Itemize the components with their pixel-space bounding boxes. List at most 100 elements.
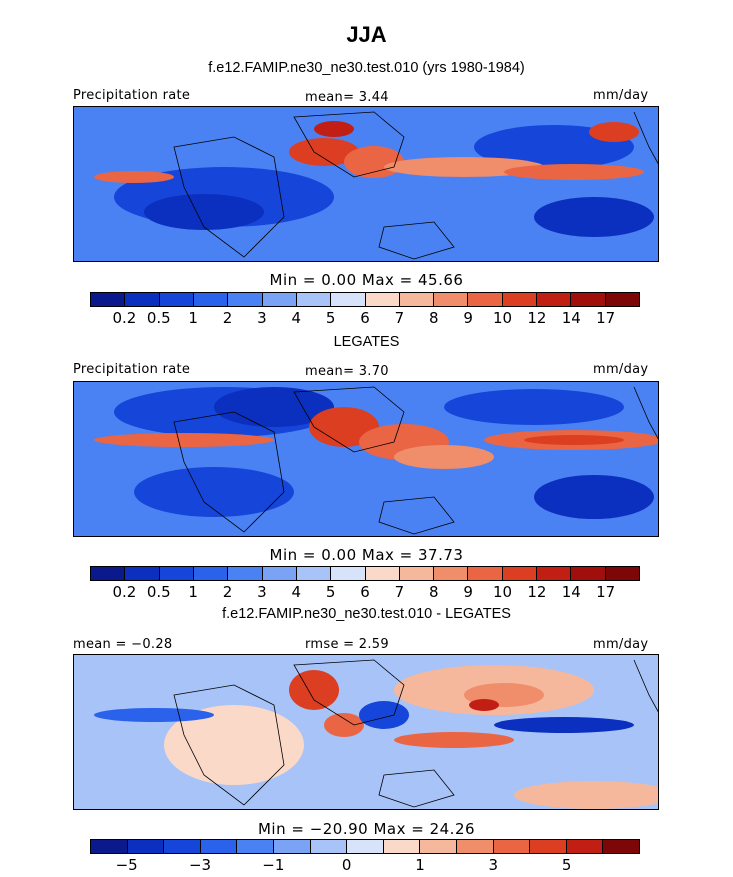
panel-2-map [73,381,659,537]
colorbar-swatch [228,567,263,580]
colorbar-swatch [493,840,531,853]
panel-2-dry-region [534,475,654,519]
colorbar-tick-label: 17 [596,309,616,327]
colorbar-tick-label: 0.2 [112,583,137,601]
panel-1-heading: f.e12.FAMIP.ne30_ne30.test.010 (yrs 1980… [208,60,525,76]
colorbar-swatch [605,293,639,306]
panel-3-colorbar [90,839,640,854]
panel-1-variable-label: Precipitation rate [73,88,191,103]
panel-3-units-label: mm/day [593,637,649,652]
colorbar-tick-label: 10 [492,309,513,327]
colorbar-tick-label: 5 [325,309,336,327]
colorbar-tick-label: 9 [463,583,473,601]
colorbar-swatch [127,840,165,853]
colorbar-swatch [571,567,606,580]
panel-1-minmax: Min = 0.00 Max = 45.66 [269,271,464,289]
panel-3-negative-region [494,717,634,733]
colorbar-swatch [200,840,238,853]
colorbar-tick-label: 14 [561,309,581,327]
colorbar-tick-label: 5 [325,583,336,601]
colorbar-swatch [310,840,348,853]
panel-2-mean-label: mean= 3.70 [305,364,389,379]
colorbar-tick-label: 5 [561,856,572,874]
colorbar-swatch [434,293,469,306]
panel-2-coastline-asia [293,386,405,453]
colorbar-swatch [91,567,126,580]
colorbar-tick-label: 0.5 [146,583,171,601]
colorbar-tick-label: −3 [188,856,212,874]
colorbar-swatch [193,567,229,580]
panel-1-coastline-australia [378,221,455,260]
colorbar-tick-label: 7 [394,309,405,327]
colorbar-swatch [456,840,494,853]
colorbar-tick-label: 0.2 [112,309,137,327]
colorbar-tick-label: 2 [222,583,233,601]
colorbar-swatch [296,293,332,306]
colorbar-tick-label: 4 [291,583,302,601]
panel-3-rmse-label: rmse = 2.59 [305,637,389,652]
panel-1-colorbar-ticks: 0.2 0.5 1 2 3 4 5 6 7 8 9 10 12 14 17 [90,309,640,329]
colorbar-tick-label: 3 [257,309,267,327]
colorbar-tick-label: 2 [222,309,233,327]
colorbar-swatch [383,840,421,853]
colorbar-tick-label: 7 [394,583,405,601]
colorbar-swatch [399,567,435,580]
panel-1-map [73,106,659,262]
panel-3-positive-region [469,699,499,711]
panel-3-positive-region [324,713,364,737]
colorbar-swatch [262,293,297,306]
colorbar-tick-label: 6 [360,309,370,327]
colorbar-swatch [193,293,229,306]
colorbar-tick-label: 1 [188,309,198,327]
colorbar-tick-label: 0.5 [146,309,171,327]
colorbar-swatch [237,840,274,853]
panel-2-dry-region [444,389,624,425]
colorbar-swatch [331,293,366,306]
colorbar-swatch [434,567,469,580]
panel-1-colorbar [90,292,640,307]
colorbar-swatch [159,567,194,580]
panel-3-coastline-africa [173,684,285,806]
colorbar-swatch [537,293,572,306]
colorbar-swatch [91,840,128,853]
panel-2-itcz-band [394,445,494,469]
panel-3-coastline-asia [293,659,405,726]
panel-2-coastline-australia [378,496,455,535]
panel-1-coastline-asia [293,111,405,178]
colorbar-tick-label: 1 [188,583,198,601]
colorbar-swatch [502,567,538,580]
panel-2-colorbar [90,566,640,581]
colorbar-swatch [331,567,366,580]
colorbar-tick-label: 8 [428,583,439,601]
panel-3-coastline-australia [378,769,455,808]
panel-2-dry-region [134,467,294,517]
panel-1-mean-label: mean= 3.44 [305,90,389,105]
colorbar-swatch [399,293,435,306]
panel-3-mean-label: mean = −0.28 [73,637,173,652]
colorbar-tick-label: 0 [341,856,352,874]
panel-1-coastline-africa [173,136,285,258]
colorbar-swatch [296,567,332,580]
panel-3-coastline-americas [633,659,658,713]
panel-1-dry-region [144,194,264,230]
colorbar-tick-label: 12 [527,583,547,601]
panel-2-minmax: Min = 0.00 Max = 37.73 [269,546,464,564]
colorbar-tick-label: 3 [257,583,267,601]
panel-2-colorbar-ticks: 0.2 0.5 1 2 3 4 5 6 7 8 9 10 12 14 17 [90,583,640,603]
panel-1-units-label: mm/day [593,88,649,103]
colorbar-tick-label: 1 [415,856,425,874]
colorbar-tick-label: 12 [527,309,547,327]
panel-3-positive-region [394,732,514,748]
colorbar-tick-label: 10 [492,583,513,601]
panel-1-monsoon-region [289,138,359,166]
colorbar-swatch [228,293,263,306]
panel-3-positive-region [289,670,339,710]
colorbar-swatch [164,840,201,853]
colorbar-tick-label: 8 [428,309,439,327]
colorbar-tick-label: 4 [291,309,302,327]
panel-3-positive-region [514,781,658,809]
colorbar-swatch [91,293,126,306]
colorbar-swatch [537,567,572,580]
colorbar-tick-label: −1 [262,856,285,874]
panel-2-map-svg [74,382,658,536]
